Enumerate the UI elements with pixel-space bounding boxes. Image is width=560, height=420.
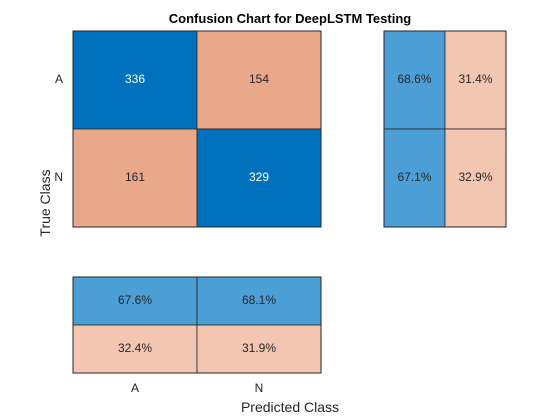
y-tick-label: A [55,72,63,86]
column-summary-value: 32.4% [118,341,152,355]
matrix-cell [196,30,322,130]
x-tick-label: N [255,381,264,395]
matrix-cell-value: 161 [125,170,145,184]
chart-title: Confusion Chart for DeepLSTM Testing [169,11,411,26]
x-axis-label: Predicted Class [241,399,339,415]
row-summary: 68.6% 31.4% 67.1% 32.9% [383,30,507,228]
column-summary-value: 68.1% [242,293,276,307]
matrix-cell-value: 329 [249,170,269,184]
row-summary-value: 68.6% [397,72,431,86]
column-summary-value: 31.9% [242,341,276,355]
matrix-cell-value: 154 [249,72,269,86]
column-summary: 67.6% 68.1% 32.4% 31.9% [72,276,322,374]
column-summary-border [72,276,322,374]
class-ticks: A A N N [54,72,263,395]
confusion-matrix: 336 154 161 329 [72,30,322,228]
row-summary-value: 67.1% [397,170,431,184]
matrix-cell [72,128,198,228]
y-axis-label: True Class [37,169,53,236]
matrix-cell [196,128,322,228]
row-summary-value: 31.4% [458,72,492,86]
row-summary-cell [444,30,507,130]
y-tick-label: N [54,170,63,184]
matrix-cell [72,30,198,130]
row-summary-cell [444,128,507,228]
x-tick-label: A [131,381,139,395]
column-summary-value: 67.6% [118,293,152,307]
row-summary-value: 32.9% [458,170,492,184]
row-summary-border [383,30,507,228]
column-summary-cell [196,276,322,326]
matrix-cell-value: 336 [125,72,145,86]
matrix-border [72,30,322,228]
column-summary-cell [196,324,322,374]
